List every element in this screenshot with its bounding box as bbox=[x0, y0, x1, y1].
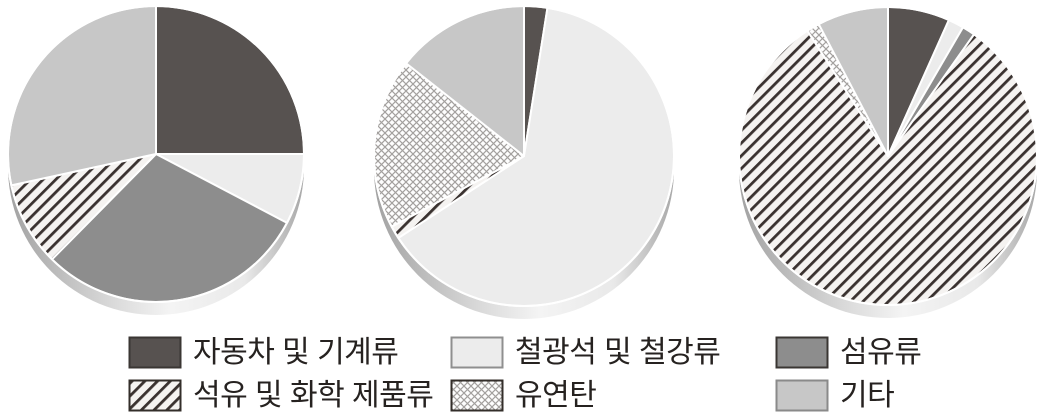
legend-swatch-cross-icon bbox=[450, 379, 504, 412]
legend-swatch-iron-icon bbox=[450, 336, 504, 369]
pie1-slice-other bbox=[7, 5, 157, 187]
legend-swatch-gray-icon bbox=[775, 336, 829, 369]
legend-item-dark: 자동차 및 기계류 bbox=[128, 336, 450, 369]
legend-item-other: 기타 bbox=[775, 379, 921, 412]
legend-item-cross: 유연탄 bbox=[450, 379, 775, 412]
legend-label: 유연탄 bbox=[515, 379, 597, 412]
legend-item-iron: 철광석 및 철강류 bbox=[450, 336, 775, 369]
legend-swatch-dark-icon bbox=[128, 336, 182, 369]
legend-swatch-other-icon bbox=[775, 379, 829, 412]
legend-label: 자동차 및 기계류 bbox=[193, 336, 399, 369]
pie-outline bbox=[7, 5, 305, 303]
pie-outline bbox=[738, 6, 1038, 306]
legend-item-hatch: 석유 및 화학 제품류 bbox=[128, 379, 450, 412]
legend-item-gray: 섬유류 bbox=[775, 336, 922, 369]
pie1-slice-dark bbox=[155, 5, 305, 155]
pie-charts-canvas bbox=[7, 5, 1038, 319]
pie-chart-1 bbox=[7, 5, 305, 315]
legend-label: 기타 bbox=[840, 379, 895, 412]
legend-label: 섬유류 bbox=[840, 336, 922, 369]
pie-chart-2 bbox=[373, 5, 675, 319]
pie-outline bbox=[373, 5, 675, 307]
legend-label: 철광석 및 철강류 bbox=[515, 336, 721, 369]
pie-chart-3 bbox=[738, 6, 1038, 318]
legend-swatch-hatch-icon bbox=[128, 379, 182, 412]
legend-label: 석유 및 화학 제품류 bbox=[193, 379, 434, 412]
